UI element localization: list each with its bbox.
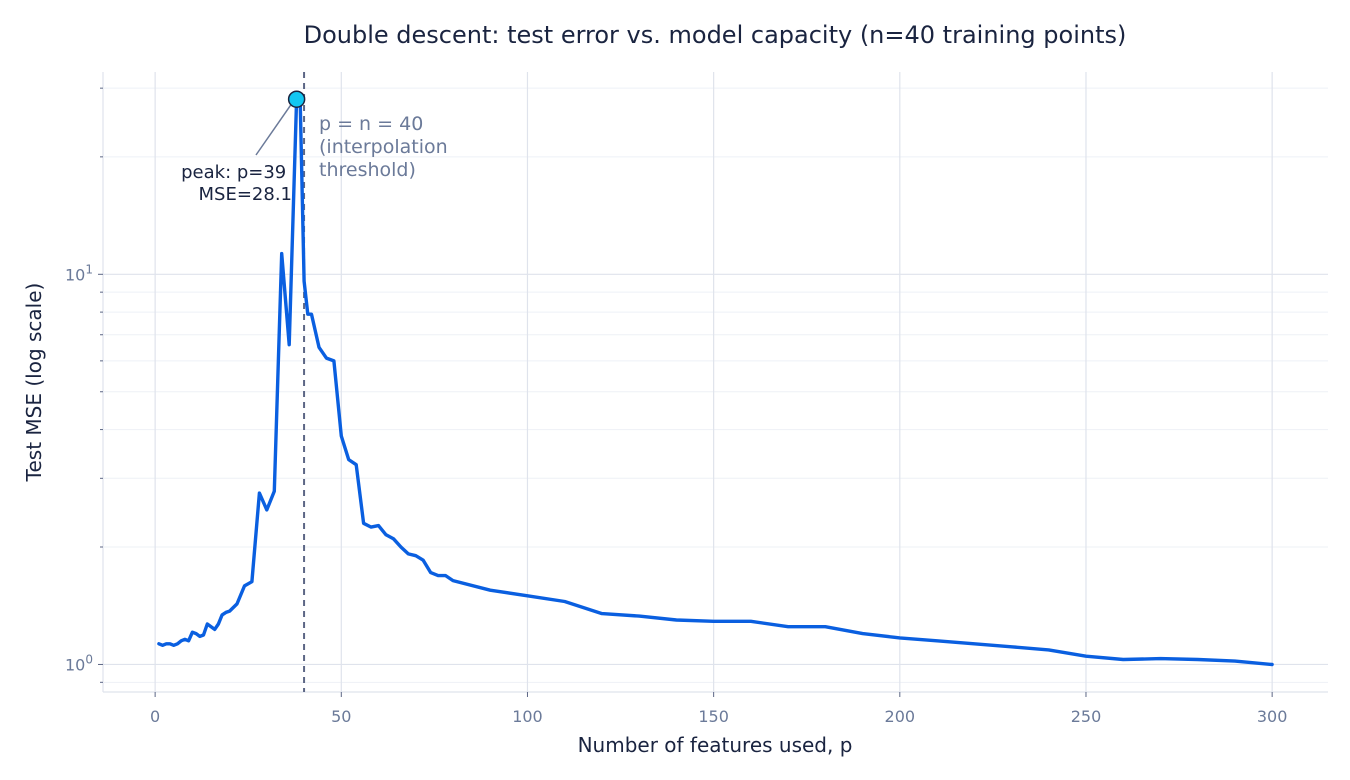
peak-annotation-text: peak: p=39 MSE=28.1 bbox=[181, 162, 292, 205]
y-tick-label: 101 bbox=[65, 262, 93, 284]
x-tick-label: 300 bbox=[1257, 707, 1288, 726]
threshold-annotation-line-2: (interpolation bbox=[319, 136, 448, 158]
x-tick-labels: 0 50 100 150 200 250 300 bbox=[150, 707, 1287, 726]
x-tick-label: 250 bbox=[1071, 707, 1102, 726]
y-tick-base: 10 bbox=[65, 655, 85, 674]
chart-title: Double descent: test error vs. model cap… bbox=[304, 21, 1127, 49]
x-tick-label: 100 bbox=[512, 707, 543, 726]
y-tick-base: 10 bbox=[65, 265, 85, 284]
x-tick-label: 50 bbox=[331, 707, 351, 726]
y-tick-label: 100 bbox=[65, 652, 93, 674]
threshold-annotation-line-3: threshold) bbox=[319, 159, 416, 181]
axis-ticks bbox=[98, 87, 1273, 697]
peak-annotation-line-2: MSE=28.1 bbox=[199, 184, 293, 205]
x-tick-label: 150 bbox=[698, 707, 729, 726]
test-mse-series-line bbox=[157, 97, 1274, 667]
x-tick-label: 0 bbox=[150, 707, 160, 726]
peak-annotation-line-1: peak: p=39 bbox=[181, 162, 286, 183]
y-tick-exponent: 1 bbox=[85, 262, 93, 276]
plot-frame bbox=[102, 72, 1328, 693]
x-tick-label: 200 bbox=[885, 707, 916, 726]
peak-annotation-leader bbox=[255, 104, 292, 156]
threshold-annotation-line-1: p = n = 40 bbox=[319, 113, 423, 135]
major-gridlines bbox=[103, 72, 1328, 692]
y-tick-exponent: 0 bbox=[85, 652, 93, 666]
peak-marker bbox=[287, 90, 306, 108]
threshold-annotation-text: p = n = 40 (interpolation threshold) bbox=[319, 113, 454, 181]
y-axis-label: Test MSE (log scale) bbox=[22, 283, 46, 483]
minor-gridlines bbox=[103, 87, 1328, 683]
x-axis-label: Number of features used, p bbox=[578, 733, 853, 757]
